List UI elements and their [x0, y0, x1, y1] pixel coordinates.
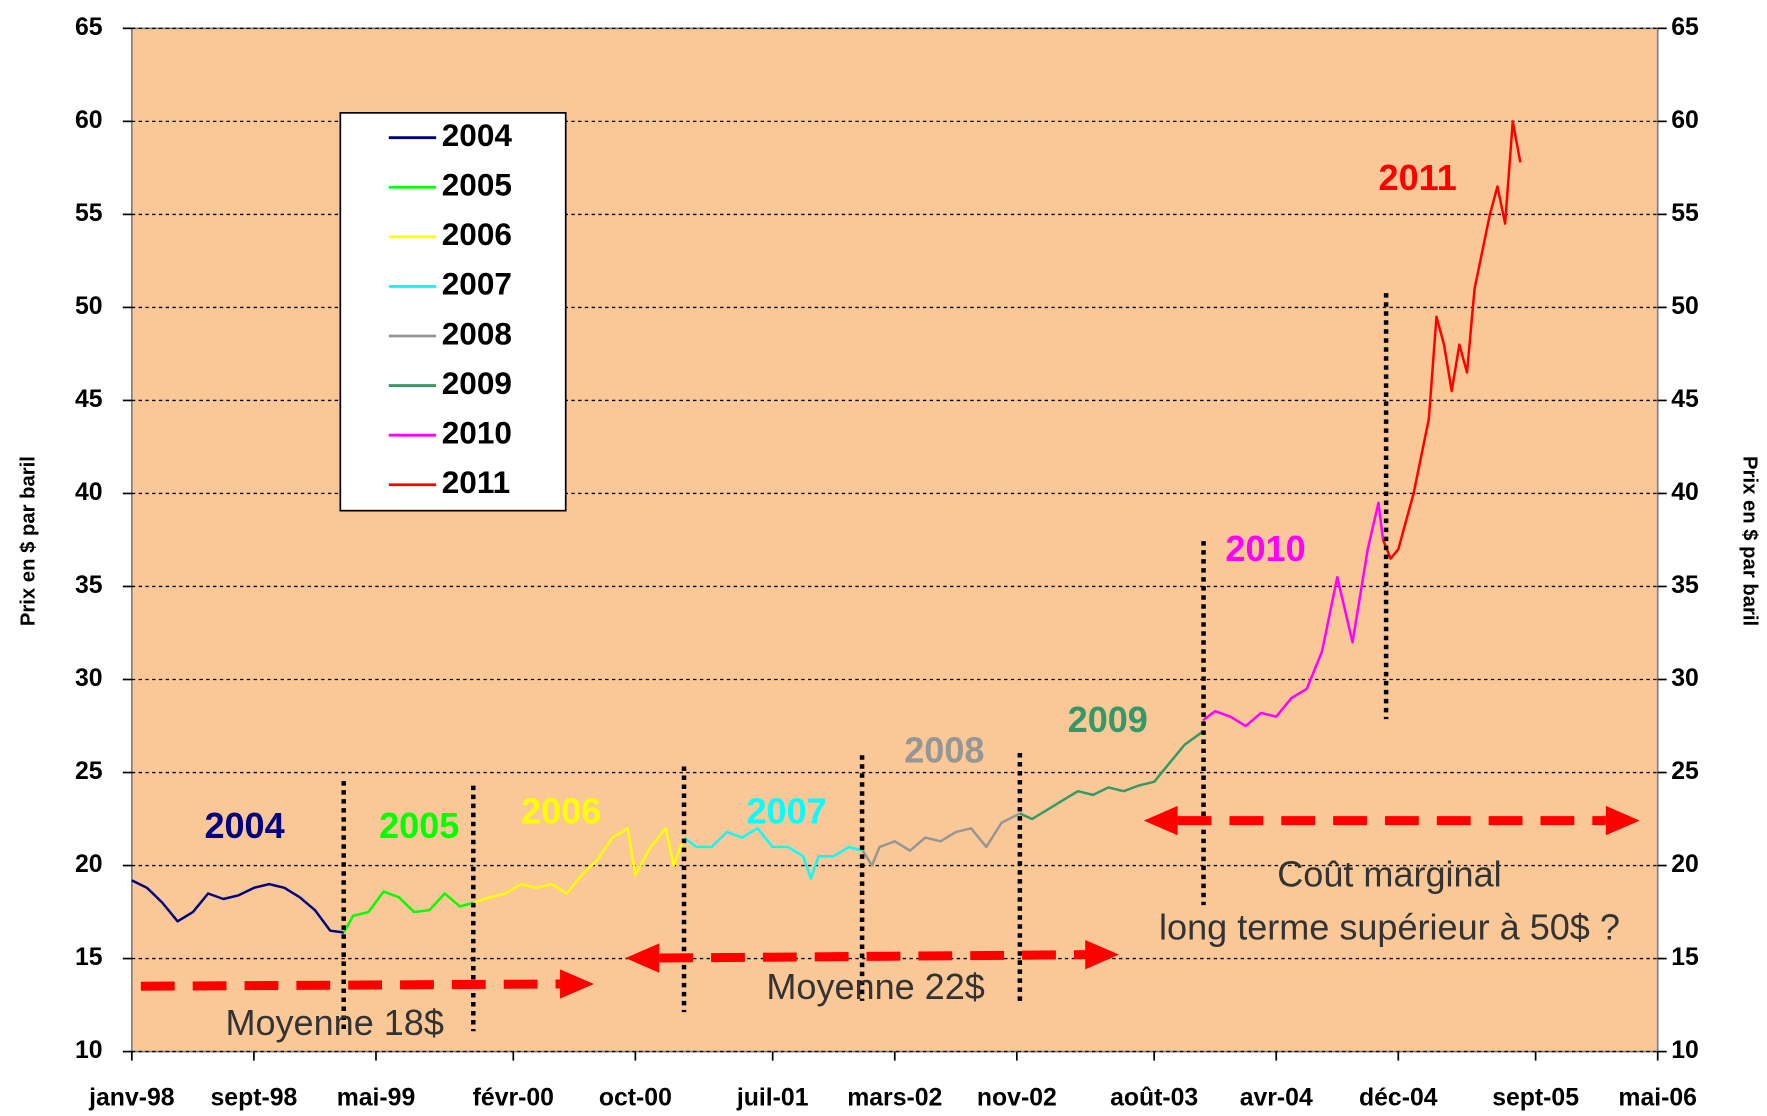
x-tick-label: mars-02 — [847, 1084, 942, 1111]
year-label: 2005 — [379, 805, 459, 846]
x-tick-label: déc-04 — [1359, 1084, 1438, 1111]
legend-label: 2006 — [442, 216, 512, 252]
x-tick-label: févr-00 — [473, 1084, 554, 1111]
legend: 2004 2005 2006 2007 2008 2009 2010 2011 — [388, 117, 513, 500]
y-tick-label: 55 — [75, 200, 103, 227]
arrows — [140, 805, 1640, 999]
legend-label: 2009 — [442, 365, 512, 401]
arrow — [659, 950, 1088, 963]
y-tick-label: 60 — [75, 107, 103, 134]
legend-label: 2011 — [442, 464, 510, 500]
year-label: 2006 — [521, 790, 601, 831]
arrowhead — [1085, 940, 1120, 970]
x-tick-label: nov-02 — [977, 1084, 1057, 1111]
y2-tick-label: 25 — [1671, 758, 1699, 785]
y2-tick-label: 10 — [1671, 1037, 1699, 1064]
series-line — [131, 879, 345, 934]
y2-tick-label: 50 — [1671, 293, 1699, 320]
y2-tick-label: 45 — [1671, 386, 1699, 413]
arrowhead — [1605, 805, 1640, 836]
x-tick-label: juil-01 — [736, 1084, 809, 1111]
annotation: long terme supérieur à 50$ ? — [1159, 906, 1620, 947]
y-tick-label: 15 — [75, 944, 103, 971]
year-label: 2010 — [1225, 528, 1305, 569]
legend-label: 2005 — [442, 167, 512, 203]
y-tick-label: 65 — [75, 14, 103, 41]
year-label: 2007 — [746, 790, 826, 831]
series-line — [342, 890, 474, 934]
year-labels: 2004 2005 2006 2007 2008 2009 2010 2011 — [204, 157, 1456, 846]
y-tick-label: 50 — [75, 293, 103, 320]
y2-tick-label: 15 — [1671, 944, 1699, 971]
y-axis-title: Prix en $ par baril — [18, 456, 40, 626]
year-label: 2009 — [1068, 699, 1148, 740]
series-line — [1202, 501, 1385, 728]
y2-tick-label: 35 — [1671, 572, 1699, 599]
legend-label: 2010 — [442, 414, 512, 450]
annotation: Moyenne 22$ — [766, 966, 984, 1007]
year-label: 2011 — [1379, 157, 1457, 198]
y-tick-label: 20 — [75, 851, 103, 878]
x-tick-label: oct-00 — [599, 1084, 672, 1111]
series-line — [861, 812, 1021, 867]
arrowhead — [560, 969, 594, 999]
y2-tick-label: 60 — [1671, 107, 1699, 134]
grid — [122, 27, 1667, 1061]
period-dividers — [341, 293, 1389, 1032]
arrowhead — [625, 943, 660, 973]
y-tick-label: 30 — [75, 665, 103, 692]
y2-tick-label: 40 — [1671, 479, 1699, 506]
series-line — [473, 827, 686, 904]
x-tick-label: avr-04 — [1240, 1084, 1313, 1111]
y2-tick-label: 65 — [1671, 14, 1699, 41]
y-tick-label: 40 — [75, 479, 103, 506]
y-tick-label: 10 — [75, 1037, 103, 1064]
series-line — [683, 827, 864, 880]
y-tick-label: 45 — [75, 386, 103, 413]
x-tick-label: sept-98 — [211, 1084, 298, 1111]
year-label: 2008 — [904, 729, 984, 770]
y2-axis-title: Prix en $ par baril — [1739, 456, 1761, 626]
y2-tick-label: 30 — [1671, 665, 1699, 692]
annotation: Coût marginal — [1277, 853, 1501, 894]
x-tick-label: mai-99 — [337, 1084, 416, 1111]
y2-tick-label: 55 — [1671, 200, 1699, 227]
legend-label: 2004 — [442, 117, 513, 153]
series-line — [1381, 120, 1522, 560]
lines — [131, 120, 1522, 934]
y-tick-label: 35 — [75, 572, 103, 599]
series-line — [1019, 730, 1204, 821]
legend-label: 2008 — [442, 315, 512, 351]
year-label: 2004 — [204, 805, 284, 846]
legend-box — [339, 112, 567, 512]
x-tick-label: sept-05 — [1492, 1084, 1579, 1111]
x-tick-label: mai-06 — [1618, 1084, 1697, 1111]
x-tick-label: janv-98 — [88, 1084, 175, 1111]
y2-tick-label: 20 — [1671, 851, 1699, 878]
y-tick-label: 25 — [75, 758, 103, 785]
arrowhead — [1143, 805, 1178, 836]
x-tick-label: août-03 — [1110, 1084, 1198, 1111]
annotation: Moyenne 18$ — [225, 1002, 443, 1043]
legend-label: 2007 — [442, 266, 512, 302]
arrow — [140, 979, 564, 991]
